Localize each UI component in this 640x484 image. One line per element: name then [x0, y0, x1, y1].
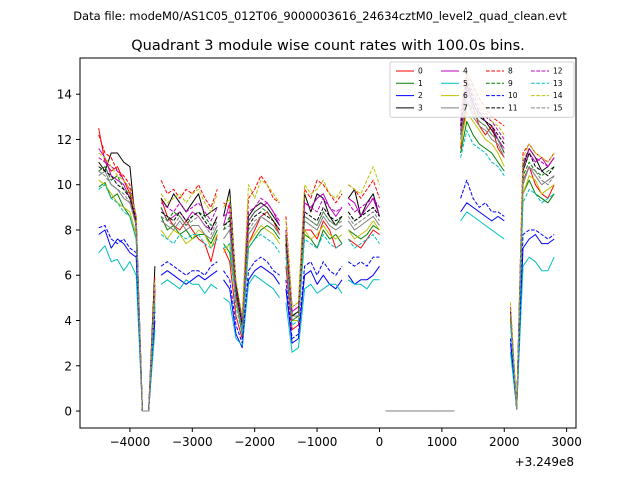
x-tick-label: 1000	[427, 435, 458, 449]
legend-label-6: 6	[463, 91, 468, 100]
series-layer	[98, 68, 555, 412]
legend-label-15: 15	[553, 103, 563, 112]
y-tick-label: 0	[64, 405, 72, 419]
x-tick-label: 3000	[551, 435, 582, 449]
legend-label-10: 10	[508, 91, 518, 100]
legend-label-9: 9	[508, 79, 513, 88]
legend-label-8: 8	[508, 67, 513, 76]
x-tick-label: −2000	[234, 435, 275, 449]
legend-box	[389, 61, 575, 118]
y-tick-label: 10	[57, 178, 72, 192]
y-axis: 0 2 4 6 8 10 12 14	[57, 88, 80, 419]
y-tick-label: 4	[64, 314, 72, 328]
legend-label-12: 12	[553, 67, 563, 76]
legend-label-3: 3	[418, 103, 423, 112]
legend-label-0: 0	[418, 67, 423, 76]
x-tick-label: −1000	[297, 435, 338, 449]
y-tick-label: 8	[64, 223, 72, 237]
legend-label-5: 5	[463, 79, 468, 88]
series-line-15	[98, 93, 555, 412]
legend-label-14: 14	[553, 91, 563, 100]
legend-label-1: 1	[418, 79, 423, 88]
y-tick-label: 6	[64, 269, 72, 283]
y-tick-label: 14	[57, 88, 72, 102]
x-tick-label: −4000	[110, 435, 151, 449]
legend-label-2: 2	[418, 91, 423, 100]
legend-label-4: 4	[463, 67, 468, 76]
x-tick-label: 0	[376, 435, 384, 449]
y-tick-label: 2	[64, 359, 72, 373]
legend-label-13: 13	[553, 79, 563, 88]
chart-title: Quadrant 3 module wise count rates with …	[131, 38, 525, 54]
x-offset-label: +3.249e8	[515, 455, 574, 469]
axes-frame	[79, 57, 577, 429]
legend-label-7: 7	[463, 103, 468, 112]
x-axis: −4000 −3000 −2000 −1000 0 1000 2000 3000	[110, 428, 582, 449]
legend-label-11: 11	[508, 103, 518, 112]
x-tick-label: −3000	[172, 435, 213, 449]
y-tick-label: 12	[57, 133, 72, 147]
chart-suptitle: Data file: modeM0/AS1C05_012T06_90000036…	[73, 9, 567, 23]
x-tick-label: 2000	[489, 435, 520, 449]
